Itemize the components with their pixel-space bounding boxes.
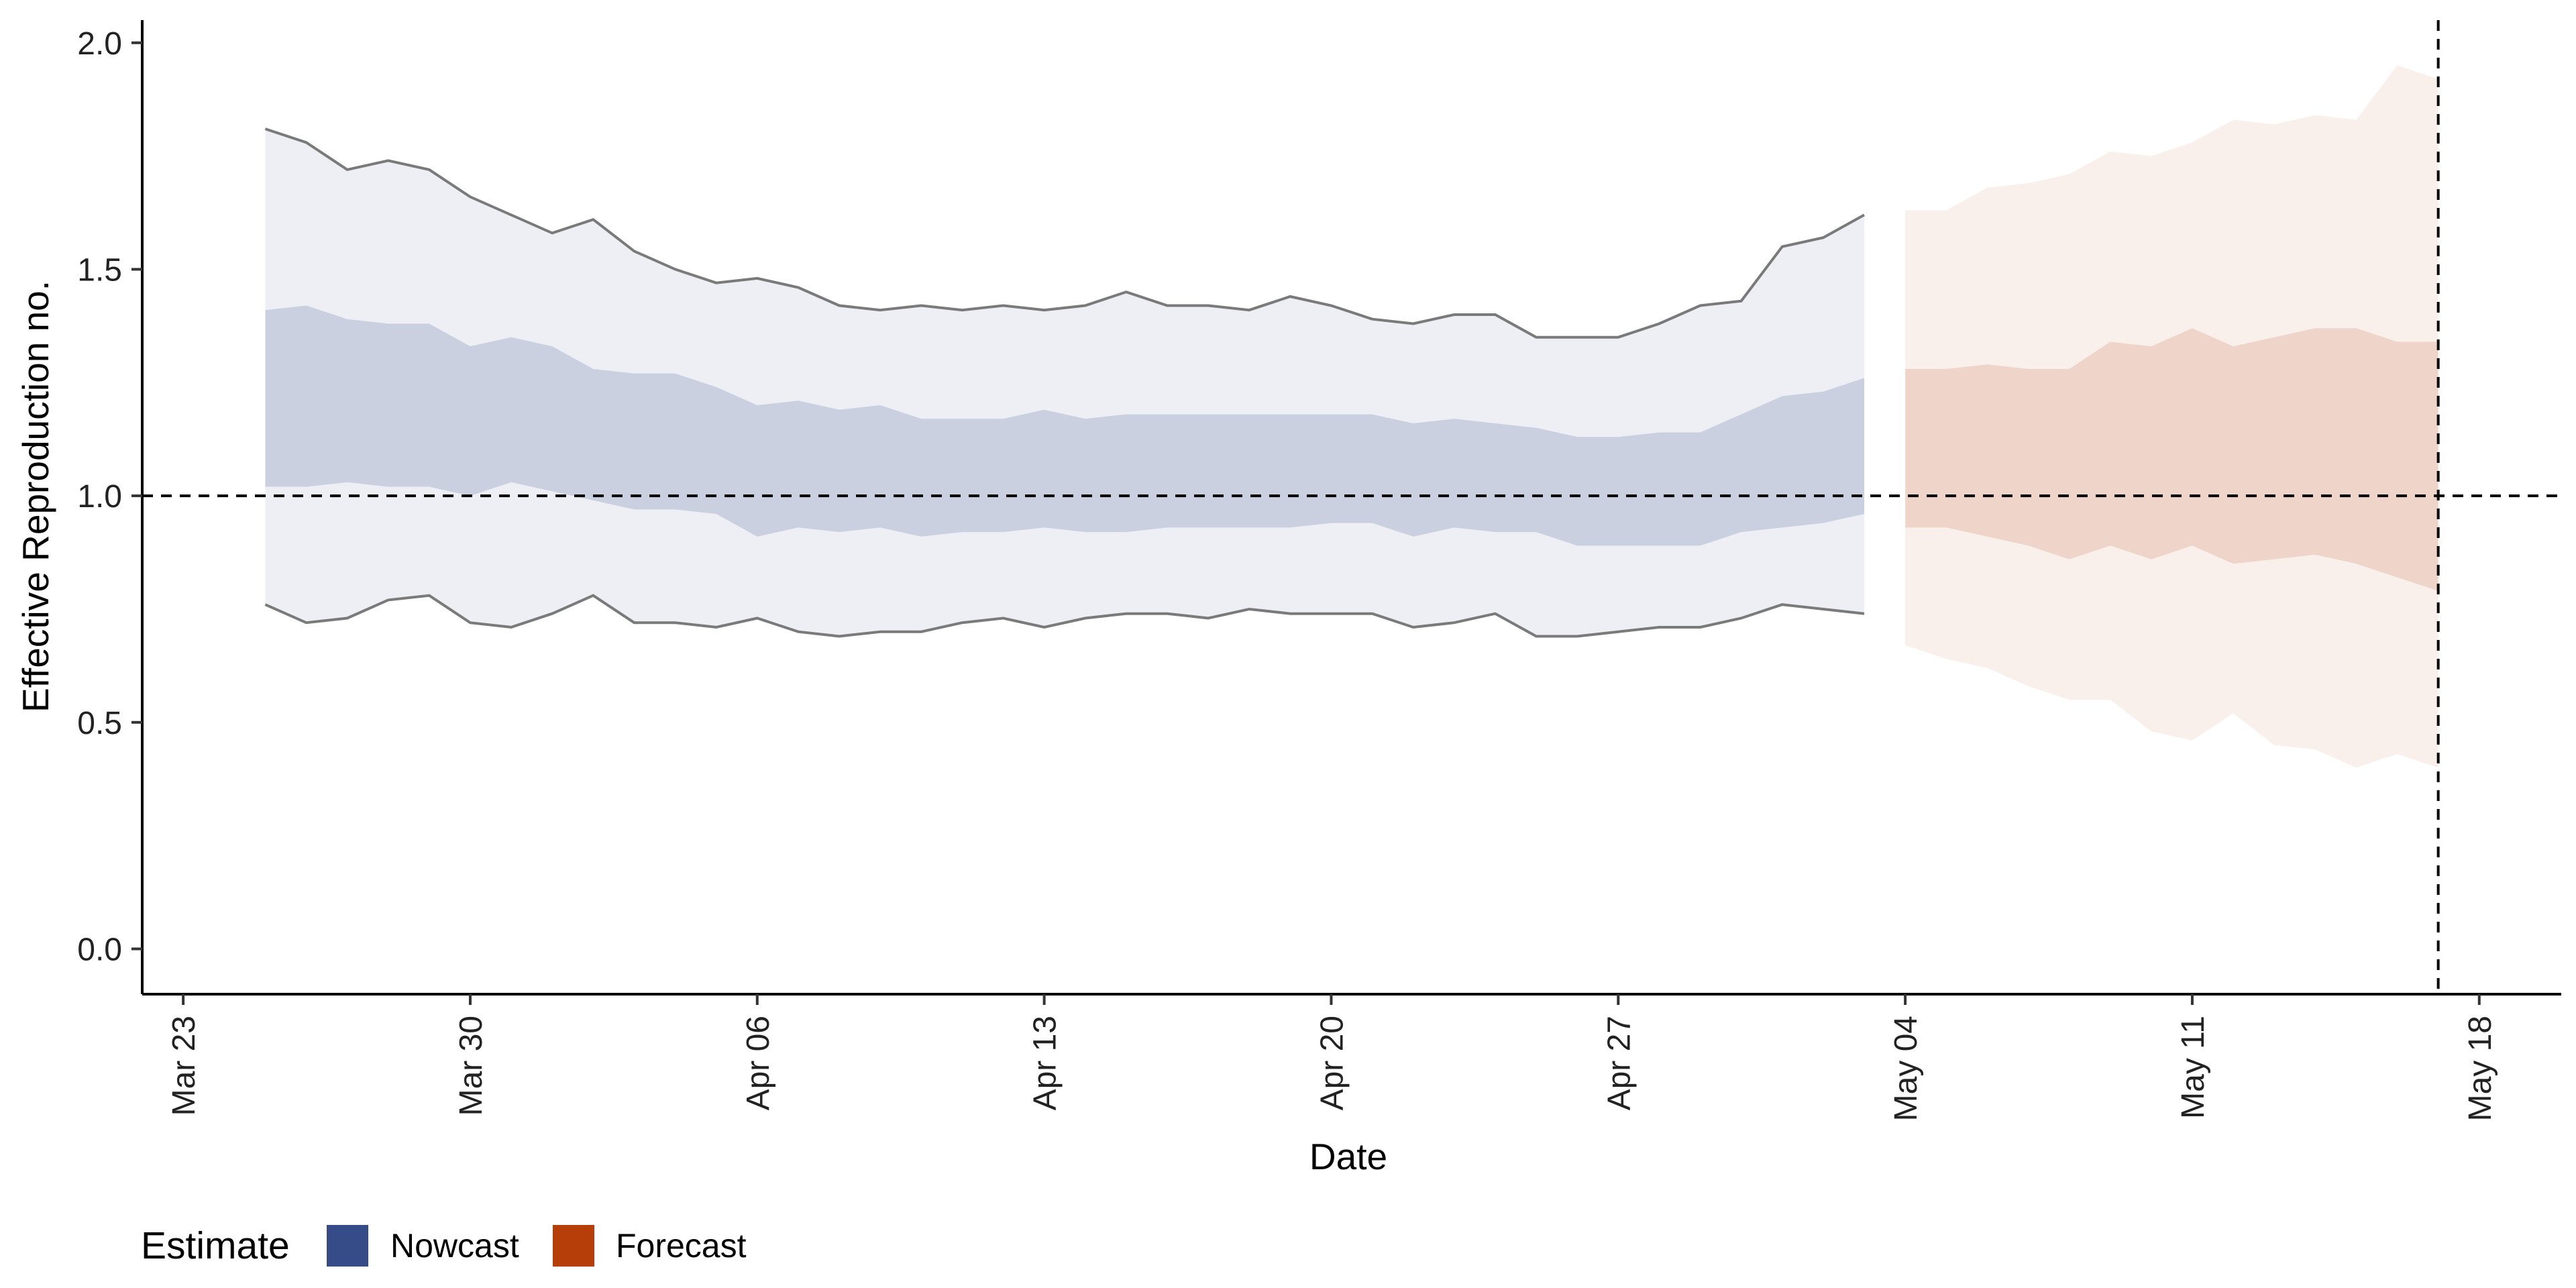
y-tick-label: 2.0 xyxy=(77,26,122,62)
y-axis-title: Effective Reproduction no. xyxy=(15,280,56,712)
nowcast-lower-90-line xyxy=(264,594,1865,638)
ribbon-bands xyxy=(265,65,2438,768)
legend-swatch-forecast xyxy=(553,1225,594,1267)
y-tick-label: 0.5 xyxy=(77,706,122,741)
nowcast-band-90 xyxy=(265,129,1865,637)
y-axis-ticks: 0.0 0.5 1.0 1.5 2.0 xyxy=(77,26,142,967)
legend-label-forecast: Forecast xyxy=(616,1227,747,1265)
x-axis-title: Date xyxy=(1309,1136,1387,1177)
x-axis-ticks: Mar 23 Mar 30 Apr 06 Apr 13 Apr 20 Apr 27 May … xyxy=(166,994,2498,1121)
interval-outlines xyxy=(264,127,1865,638)
nowcast-band-50 xyxy=(265,305,1865,546)
legend-title: Estimate xyxy=(141,1224,290,1267)
x-tick-label: May 11 xyxy=(2176,1016,2211,1119)
axes xyxy=(141,20,2561,996)
x-tick-label: May 18 xyxy=(2463,1016,2498,1121)
x-tick-label: Mar 23 xyxy=(166,1016,202,1116)
x-tick-label: May 04 xyxy=(1888,1016,1924,1121)
legend-label-nowcast: Nowcast xyxy=(390,1227,519,1265)
y-tick-label: 1.5 xyxy=(77,252,122,288)
y-tick-label: 0.0 xyxy=(77,932,122,967)
y-tick-label: 1.0 xyxy=(77,479,122,515)
x-tick-label: Apr 20 xyxy=(1314,1016,1350,1110)
reference-lines xyxy=(142,20,2561,994)
x-tick-label: Apr 06 xyxy=(741,1016,776,1110)
nowcast-upper-90-line xyxy=(264,127,1865,339)
x-tick-label: Mar 30 xyxy=(453,1016,489,1116)
forecast-band-50 xyxy=(1905,328,2438,591)
x-tick-label: Apr 27 xyxy=(1601,1016,1637,1110)
x-tick-label: Apr 13 xyxy=(1028,1016,1063,1110)
legend: Estimate Nowcast Forecast xyxy=(141,1224,747,1267)
legend-swatch-nowcast xyxy=(327,1225,368,1267)
forecast-band-90 xyxy=(1905,65,2438,768)
